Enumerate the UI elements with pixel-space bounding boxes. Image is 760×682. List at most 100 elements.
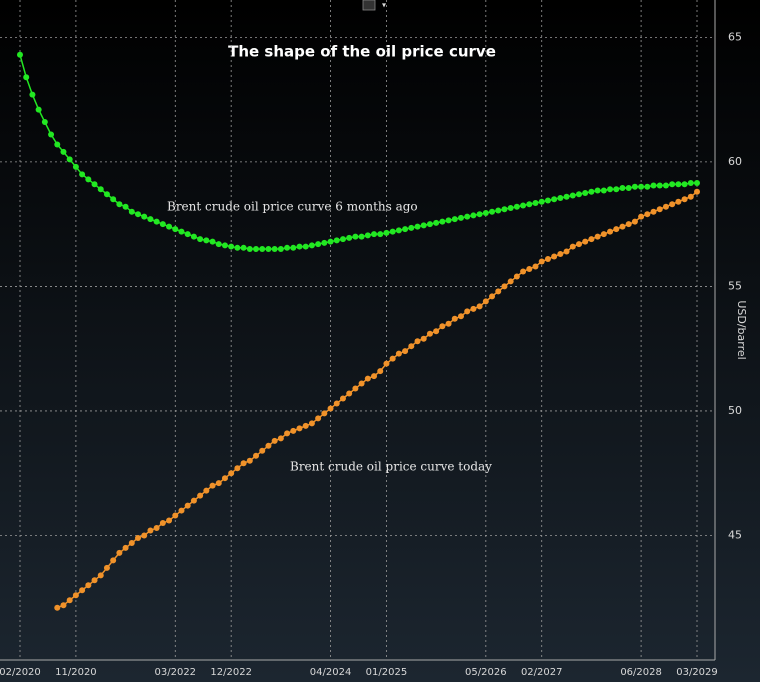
data-point — [271, 246, 278, 253]
data-point — [656, 206, 663, 213]
data-point — [402, 226, 409, 233]
data-point — [221, 242, 228, 249]
data-point — [681, 181, 688, 188]
data-point — [79, 587, 86, 594]
data-point — [476, 211, 483, 218]
x-tick-label: 02/2027 — [521, 667, 563, 678]
data-point — [687, 193, 694, 200]
data-point — [60, 602, 67, 609]
data-point — [371, 373, 378, 380]
x-tick-label: 03/2022 — [155, 667, 197, 678]
data-point — [215, 241, 222, 248]
data-point — [408, 224, 415, 231]
data-point — [358, 380, 365, 387]
data-point — [54, 604, 61, 611]
data-point — [271, 437, 278, 444]
data-point — [110, 557, 117, 564]
data-point — [321, 239, 328, 246]
data-point — [17, 51, 23, 58]
series-label: Brent crude oil price curve 6 months ago — [167, 200, 418, 214]
data-point — [321, 410, 328, 417]
data-point — [582, 190, 589, 197]
data-point — [532, 199, 539, 206]
data-point — [557, 251, 564, 258]
data-point — [383, 360, 390, 367]
x-tick-label: 12/2022 — [210, 667, 252, 678]
data-point — [563, 193, 570, 200]
data-point — [569, 243, 576, 250]
data-point — [575, 241, 582, 248]
data-point — [110, 196, 117, 203]
data-point — [197, 236, 204, 243]
data-point — [669, 201, 676, 208]
data-point — [178, 228, 185, 235]
data-point — [60, 148, 67, 155]
menu-icon[interactable]: ▾ — [362, 0, 386, 11]
data-point — [103, 564, 110, 571]
data-point — [470, 212, 477, 219]
x-tick-label: 03/2029 — [676, 667, 718, 678]
data-point — [364, 375, 371, 382]
data-point — [240, 244, 247, 251]
data-point — [296, 243, 303, 250]
data-point — [284, 430, 291, 437]
data-point — [190, 233, 197, 240]
data-point — [600, 187, 607, 194]
x-tick-label: 01/2025 — [366, 667, 408, 678]
data-point — [346, 234, 353, 241]
data-point — [85, 582, 92, 589]
data-point — [265, 246, 272, 253]
data-point — [91, 577, 98, 584]
data-point — [41, 119, 48, 126]
data-point — [327, 405, 334, 412]
data-point — [420, 335, 427, 342]
data-point — [669, 181, 676, 188]
data-point — [489, 208, 496, 215]
data-point — [526, 265, 533, 272]
data-point — [141, 213, 148, 220]
data-point — [234, 465, 241, 472]
data-point — [445, 217, 452, 224]
data-point — [389, 355, 396, 362]
data-point — [551, 196, 558, 203]
data-point — [451, 315, 458, 322]
data-point — [520, 202, 527, 209]
data-point — [625, 221, 632, 228]
data-point — [116, 201, 123, 208]
data-point — [482, 209, 489, 216]
data-point — [48, 131, 55, 138]
data-point — [66, 156, 73, 163]
series-label: Brent crude oil price curve today — [290, 460, 492, 474]
data-point — [426, 221, 433, 228]
data-point — [265, 442, 272, 449]
data-point — [501, 206, 508, 213]
data-point — [147, 216, 154, 223]
data-point — [526, 201, 533, 208]
data-point — [662, 203, 669, 210]
data-point — [557, 195, 564, 201]
data-point — [172, 512, 179, 519]
data-point — [172, 226, 179, 233]
data-point — [333, 237, 340, 244]
data-point — [240, 460, 247, 467]
data-point — [513, 273, 520, 280]
data-point — [277, 246, 284, 253]
data-point — [650, 208, 657, 215]
y-tick-label: 50 — [728, 404, 742, 417]
data-point — [544, 197, 551, 204]
data-point — [575, 191, 582, 198]
data-point — [103, 191, 110, 198]
data-point — [638, 213, 645, 220]
data-point — [582, 238, 589, 245]
data-point — [277, 435, 284, 442]
data-point — [128, 208, 135, 215]
data-point — [501, 283, 508, 290]
data-point — [66, 597, 73, 604]
data-point — [253, 246, 260, 253]
data-point — [594, 187, 601, 194]
data-point — [339, 395, 346, 402]
data-point — [228, 470, 235, 477]
data-point — [122, 544, 129, 551]
data-point — [414, 338, 421, 345]
data-point — [594, 233, 601, 240]
